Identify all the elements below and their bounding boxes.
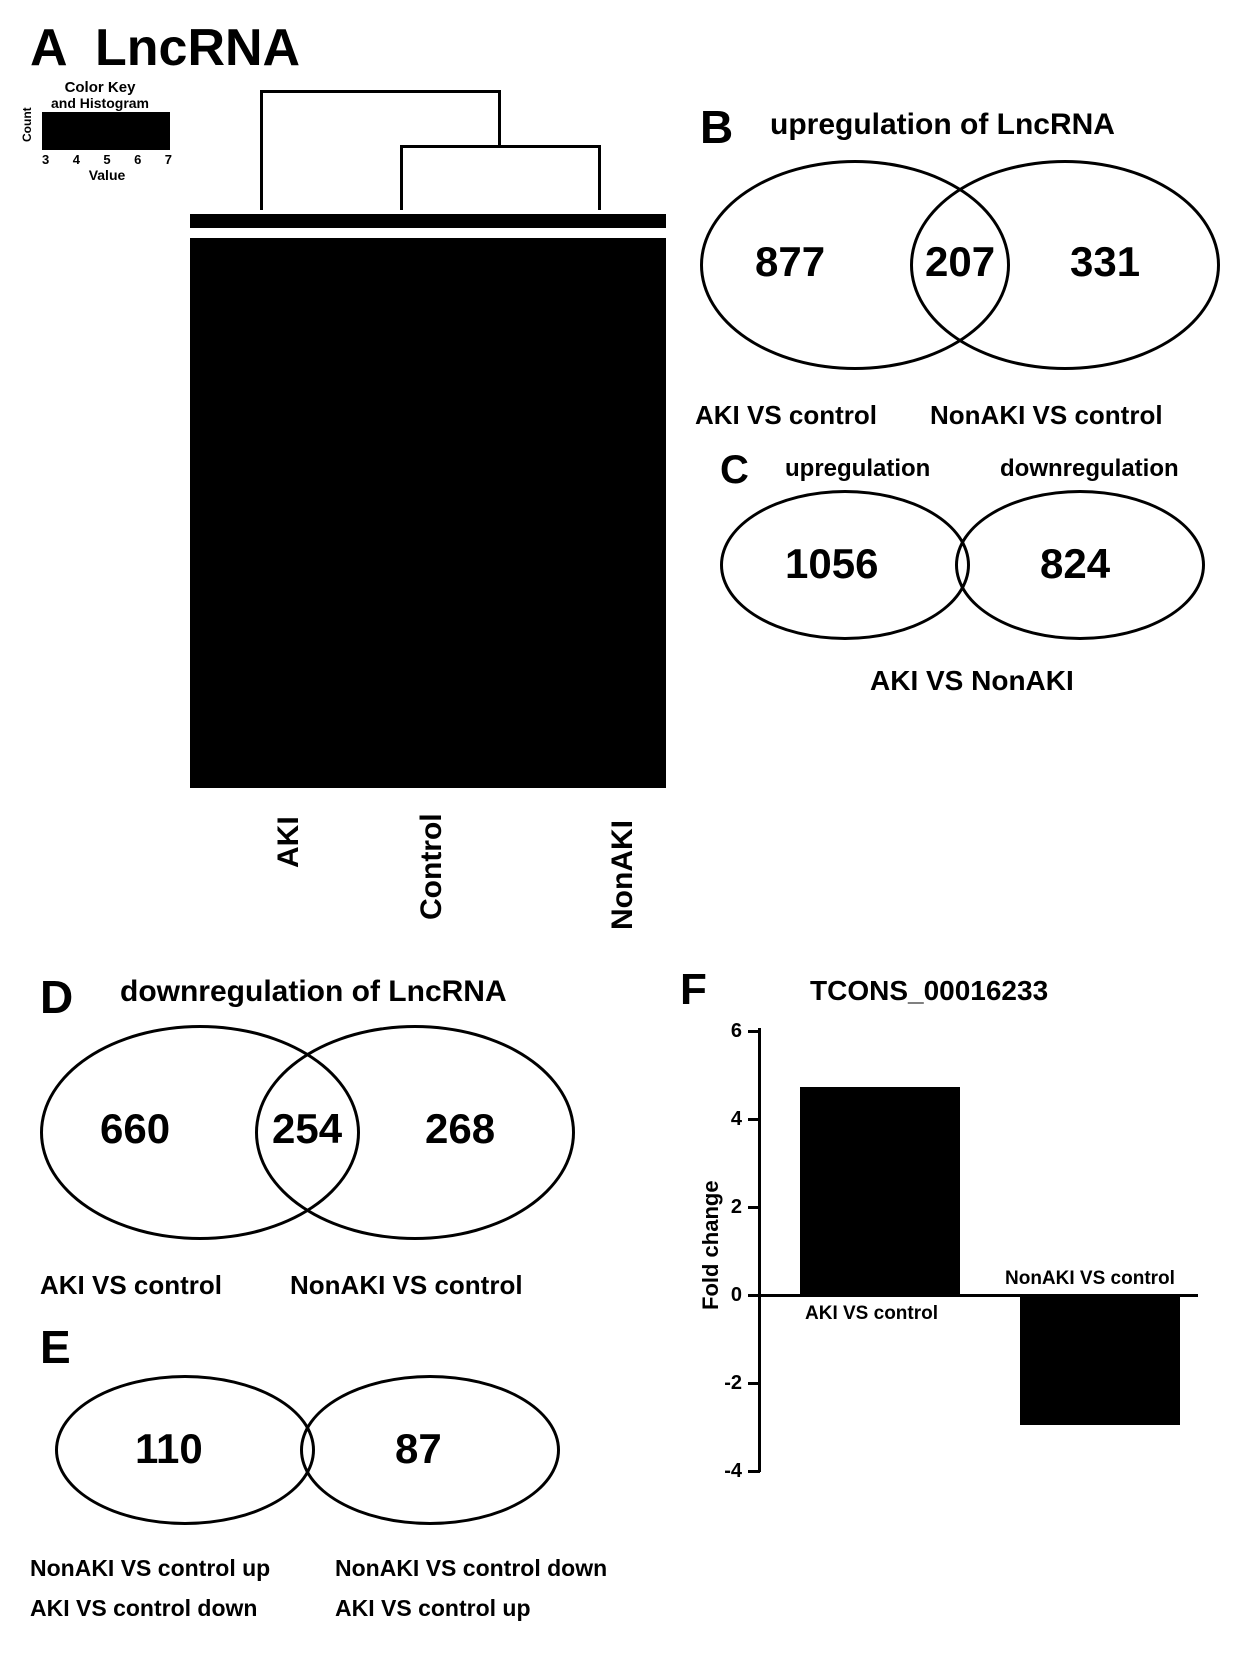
venn-d-left-cap: AKI VS control xyxy=(40,1270,222,1301)
venn-b-left-cap: AKI VS control xyxy=(695,400,877,431)
heatmap-col-nonaki: NonAKI xyxy=(606,820,640,930)
venn-d: 660 254 268 xyxy=(40,1025,570,1255)
ck-t1: 4 xyxy=(73,152,80,167)
panel-c-left-title: upregulation xyxy=(785,455,930,483)
venn-b-right: 331 xyxy=(1070,238,1140,286)
ytick-m4: -4 xyxy=(700,1460,742,1483)
venn-b-left: 877 xyxy=(755,238,825,286)
ytick-6: 6 xyxy=(700,1020,742,1043)
heatmap-body xyxy=(190,238,666,788)
venn-e-r1: NonAKI VS control down xyxy=(335,1555,607,1582)
ck-t0: 3 xyxy=(42,152,49,167)
bar-nonaki xyxy=(1020,1297,1180,1425)
colorkey-title2: and Histogram xyxy=(20,96,180,111)
venn-c-left: 1056 xyxy=(785,540,878,588)
panel-c-label: C xyxy=(720,448,749,493)
venn-e-left: 110 xyxy=(135,1425,203,1473)
colorkey-ticks: 3 4 5 6 7 xyxy=(42,152,172,167)
panel-d-label: D xyxy=(40,970,73,1024)
venn-e-right: 87 xyxy=(395,1425,442,1473)
ck-t2: 5 xyxy=(103,152,110,167)
panel-e-label: E xyxy=(40,1320,71,1374)
colorkey-histogram xyxy=(42,112,170,150)
ytick-m2: -2 xyxy=(700,1372,742,1395)
heatmap-header xyxy=(190,214,666,228)
panel-d-title: downregulation of LncRNA xyxy=(120,975,507,1009)
venn-e-l1: NonAKI VS control up xyxy=(30,1555,270,1582)
panel-b-title: upregulation of LncRNA xyxy=(770,108,1115,142)
venn-d-right: 268 xyxy=(425,1105,495,1153)
panel-b-label: B xyxy=(700,100,733,154)
venn-e-r2: AKI VS control up xyxy=(335,1595,531,1622)
venn-d-mid: 254 xyxy=(272,1105,342,1153)
heatmap-col-aki: AKI xyxy=(272,816,306,868)
panel-f-label: F xyxy=(680,965,707,1015)
panel-a-title: LncRNA xyxy=(95,18,300,78)
venn-d-left: 660 xyxy=(100,1105,170,1153)
ck-t4: 7 xyxy=(165,152,172,167)
bar-x-aki: AKI VS control xyxy=(805,1303,938,1325)
venn-e-l2: AKI VS control down xyxy=(30,1595,257,1622)
ytick-4: 4 xyxy=(700,1108,742,1131)
panel-f-title: TCONS_00016233 xyxy=(810,975,1048,1007)
heatmap-col-control: Control xyxy=(415,813,449,920)
colorkey-title1: Color Key xyxy=(20,80,180,96)
venn-e: 110 87 xyxy=(55,1375,555,1535)
bar-x-nonaki: NonAKI VS control xyxy=(1005,1268,1175,1290)
color-key: Color Key and Histogram Count 3 4 5 6 7 … xyxy=(20,80,180,183)
ck-t3: 6 xyxy=(134,152,141,167)
venn-d-right-cap: NonAKI VS control xyxy=(290,1270,523,1301)
ylabel-f: Fold change xyxy=(698,1180,724,1310)
venn-c: 1056 824 xyxy=(720,490,1200,650)
colorkey-ylabel: Count xyxy=(20,108,34,143)
colorkey-xlabel: Value xyxy=(34,167,180,183)
panel-a-label: A xyxy=(30,18,68,78)
venn-c-cap: AKI VS NonAKI xyxy=(870,665,1074,697)
venn-b-mid: 207 xyxy=(925,238,995,286)
panel-c-right-title: downregulation xyxy=(1000,455,1179,483)
venn-b-right-cap: NonAKI VS control xyxy=(930,400,1163,431)
venn-b: 877 207 331 xyxy=(700,160,1220,390)
venn-c-right: 824 xyxy=(1040,540,1110,588)
bar-aki xyxy=(800,1087,960,1294)
